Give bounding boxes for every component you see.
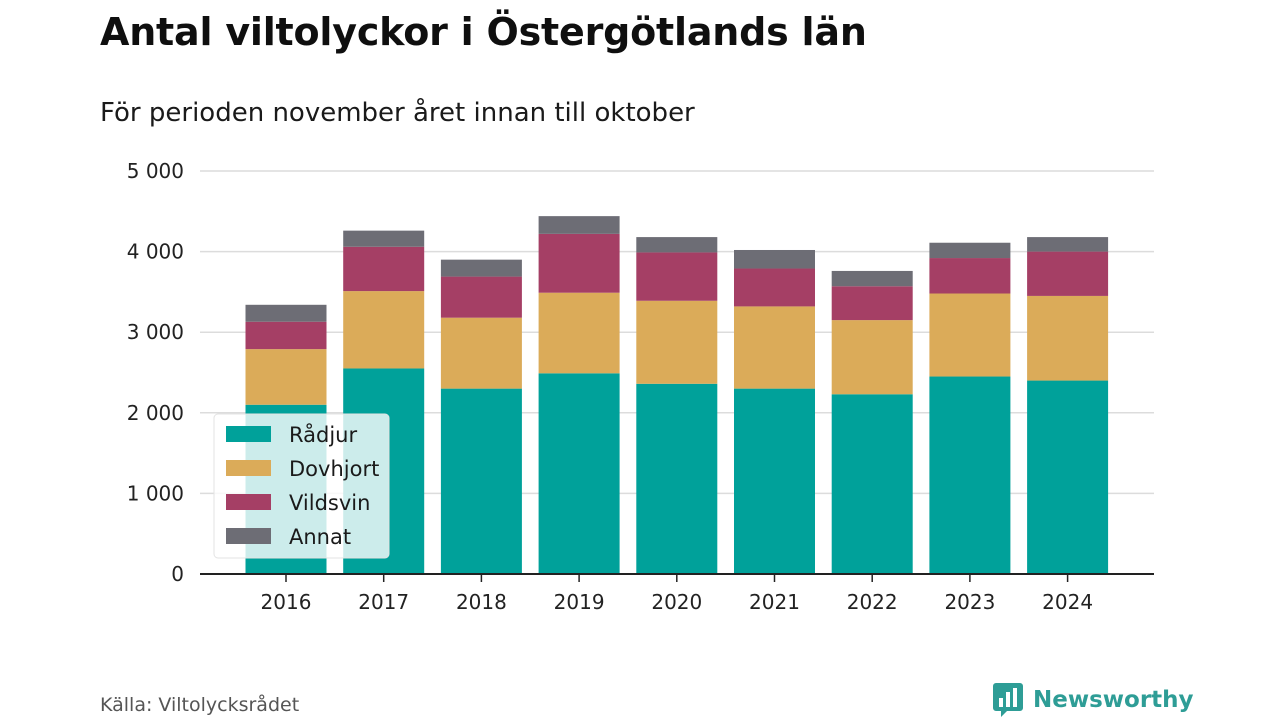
x-tick-label: 2022	[847, 590, 898, 614]
y-tick-label: 4 000	[127, 240, 184, 264]
legend: Rådjur Dovhjort Vildsvin Annat	[213, 413, 390, 559]
legend-label: Rådjur	[289, 422, 357, 447]
x-axis	[200, 573, 1154, 582]
y-axis-ticks: 0 1 000 2 000 3 000 4 000 5 000	[127, 159, 184, 586]
brand-name: Newsworthy	[1033, 687, 1194, 713]
bar-vildsvin-2022	[831, 286, 913, 321]
legend-label: Annat	[289, 525, 351, 549]
bar-vildsvin-2023	[929, 258, 1011, 294]
bar-vildsvin-2016	[245, 321, 327, 350]
x-tick-label: 2020	[651, 590, 702, 614]
bar-rådjur-2019	[538, 373, 620, 574]
x-axis-ticks: 2016 2017 2018 2019 2020 2021 2022 2023 2024	[261, 590, 1094, 614]
bar-dovhjort-2018	[440, 317, 522, 389]
y-tick-label: 3 000	[127, 320, 184, 344]
legend-swatch-annat	[226, 528, 271, 544]
bar-dovhjort-2024	[1027, 295, 1109, 381]
bar-rådjur-2018	[440, 388, 522, 574]
bar-annat-2017	[343, 230, 425, 247]
legend-swatch-dovhjort	[226, 460, 271, 476]
x-tick-label: 2018	[456, 590, 507, 614]
x-tick-label: 2024	[1042, 590, 1093, 614]
newsworthy-chart-bubble-icon	[993, 683, 1023, 717]
y-tick-label: 5 000	[127, 159, 184, 183]
bar-annat-2019	[538, 216, 620, 234]
legend-label: Dovhjort	[289, 457, 379, 481]
legend-swatch-rådjur	[226, 426, 271, 442]
chart-title: Antal viltolyckor i Östergötlands län	[100, 10, 867, 54]
bar-vildsvin-2024	[1027, 251, 1109, 296]
bar-dovhjort-2019	[538, 292, 620, 374]
bar-annat-2020	[636, 237, 718, 253]
bar-vildsvin-2019	[538, 233, 620, 293]
bar-annat-2021	[734, 249, 815, 269]
bar-vildsvin-2021	[734, 268, 815, 307]
legend-swatch-vildsvin	[226, 494, 271, 510]
bar-annat-2018	[440, 259, 522, 277]
bar-annat-2023	[929, 242, 1011, 259]
bar-dovhjort-2022	[831, 320, 913, 395]
bar-rådjur-2024	[1027, 380, 1109, 574]
x-tick-label: 2021	[749, 590, 800, 614]
legend-box	[213, 413, 390, 559]
bar-annat-2024	[1027, 237, 1109, 252]
x-tick-label: 2019	[554, 590, 605, 614]
x-tick-label: 2023	[944, 590, 995, 614]
bar-dovhjort-2023	[929, 293, 1011, 377]
bar-rådjur-2023	[929, 376, 1011, 574]
chart-subtitle: För perioden november året innan till ok…	[100, 98, 695, 128]
y-tick-label: 2 000	[127, 401, 184, 425]
y-tick-label: 1 000	[127, 481, 184, 505]
bar-vildsvin-2017	[343, 246, 425, 292]
bar-annat-2016	[245, 304, 327, 322]
bar-annat-2022	[831, 270, 913, 287]
source-note: Källa: Viltolycksrådet	[100, 694, 300, 716]
bar-dovhjort-2017	[343, 291, 425, 369]
legend-label: Vildsvin	[289, 491, 370, 515]
bar-rådjur-2020	[636, 383, 718, 574]
bar-rådjur-2022	[831, 394, 913, 574]
bar-vildsvin-2020	[636, 252, 718, 301]
bar-vildsvin-2018	[440, 276, 522, 318]
bar-dovhjort-2021	[734, 306, 815, 389]
bar-dovhjort-2016	[245, 349, 327, 405]
brand-logo: Newsworthy	[993, 683, 1194, 717]
x-tick-label: 2016	[261, 590, 312, 614]
x-tick-label: 2017	[358, 590, 409, 614]
y-tick-label: 0	[171, 562, 184, 586]
bar-dovhjort-2020	[636, 300, 718, 384]
bar-rådjur-2021	[734, 388, 815, 574]
